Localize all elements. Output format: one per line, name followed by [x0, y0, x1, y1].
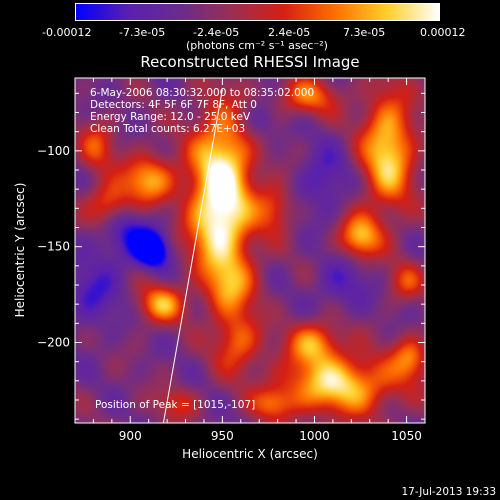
y-tick-label: −100 [37, 144, 70, 158]
x-axis-label: Heliocentric X (arcsec) [182, 447, 318, 461]
timestamp: 17-Jul-2013 19:33 [401, 486, 496, 498]
chart-title: Reconstructed RHESSI Image [140, 53, 360, 71]
colorbar-units: (photons cm⁻² s⁻¹ asec⁻²) [186, 39, 328, 52]
x-tick-label: 900 [119, 429, 142, 443]
annotation-line: Detectors: 4F 5F 6F 7F 8F, Att 0 [90, 99, 257, 111]
plot-frame [74, 77, 426, 424]
colorbar-tick-label: -2.4e-05 [193, 26, 239, 39]
peak-position-label: Position of Peak = [1015,-107] [95, 399, 255, 411]
y-axis-label: Heliocentric Y (arcsec) [13, 183, 27, 318]
annotation-line: Energy Range: 12.0 - 25.0 keV [90, 111, 251, 123]
colorbar-ticks: -0.00012 -7.3e-05 -2.4e-05 2.4e-05 7.3e-… [42, 26, 466, 52]
y-tick-label: −150 [37, 240, 70, 254]
annotation-line: Clean Total counts: 6.27E+03 [90, 123, 245, 135]
colorbar-tick-label: -7.3e-05 [119, 26, 165, 39]
y-tick-label: −200 [37, 336, 70, 350]
heatmap-image [75, 78, 425, 423]
colorbar-tick-label: -0.00012 [42, 26, 91, 39]
colorbar-tick-label: 0.00012 [420, 26, 466, 39]
annotation-line: 6-May-2006 08:30:32.000 to 08:35:02.000 [90, 87, 314, 99]
x-tick-label: 1050 [391, 429, 422, 443]
colorbar-tick-label: 7.3e-05 [343, 26, 385, 39]
x-tick-label: 950 [211, 429, 234, 443]
colorbar [75, 3, 440, 21]
colorbar-tick-label: 2.4e-05 [268, 26, 310, 39]
x-tick-label: 1000 [299, 429, 330, 443]
limb-line [162, 89, 223, 424]
